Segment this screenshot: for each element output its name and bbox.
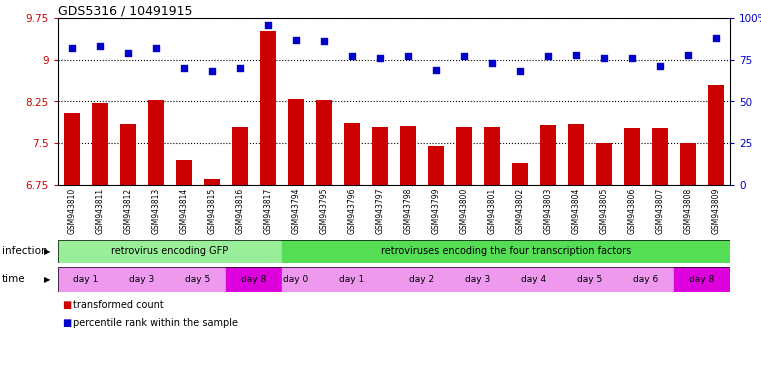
Bar [400,126,416,185]
Bar [231,127,248,185]
Bar [170,267,226,292]
Bar [371,127,388,185]
Bar [58,267,114,292]
Point [542,53,554,60]
Text: ▶: ▶ [44,275,50,284]
Point [234,65,246,71]
Point [206,68,218,74]
Point [122,50,134,56]
Bar [176,160,193,185]
Bar [344,122,361,185]
Point [94,43,106,50]
Bar [456,127,473,185]
Bar [226,267,282,292]
Point [710,35,722,41]
Text: day 2: day 2 [409,275,435,284]
Bar [674,267,730,292]
Text: infection: infection [2,247,48,257]
Bar [114,267,170,292]
Bar [540,125,556,185]
Bar [708,85,724,185]
Point [262,22,274,28]
Point [430,67,442,73]
Text: retrovirus encoding GFP: retrovirus encoding GFP [111,247,228,257]
Bar [282,240,730,263]
Point [570,52,582,58]
Text: day 8: day 8 [241,275,266,284]
Bar [260,31,276,185]
Point [150,45,162,51]
Point [318,38,330,45]
Bar [618,267,674,292]
Bar [562,267,618,292]
Bar [91,103,108,185]
Bar [428,146,444,185]
Text: day 4: day 4 [521,275,546,284]
Bar [316,100,333,185]
Text: transformed count: transformed count [73,300,164,310]
Point [514,68,526,74]
Text: ■: ■ [62,318,72,328]
Bar [288,99,304,185]
Point [654,63,666,70]
Text: day 1: day 1 [73,275,99,284]
Text: day 8: day 8 [689,275,715,284]
Point [486,60,498,66]
Bar [450,267,506,292]
Point [458,53,470,60]
Bar [511,163,528,185]
Text: day 1: day 1 [339,275,365,284]
Text: day 3: day 3 [466,275,491,284]
Text: GDS5316 / 10491915: GDS5316 / 10491915 [58,4,193,17]
Bar [148,100,164,185]
Text: time: time [2,275,26,285]
Text: day 0: day 0 [283,275,309,284]
Bar [119,124,136,185]
Point [290,36,302,43]
Bar [204,179,221,185]
Bar [596,143,613,185]
Text: day 5: day 5 [578,275,603,284]
Bar [64,113,81,185]
Bar [58,240,282,263]
Bar [506,267,562,292]
Bar [310,267,394,292]
Point [626,55,638,61]
Point [346,53,358,60]
Text: percentile rank within the sample: percentile rank within the sample [73,318,238,328]
Bar [680,143,696,185]
Bar [394,267,450,292]
Point [682,52,694,58]
Text: day 5: day 5 [186,275,211,284]
Point [178,65,190,71]
Text: day 6: day 6 [633,275,658,284]
Text: ▶: ▶ [44,247,50,256]
Point [374,55,386,61]
Text: ■: ■ [62,300,72,310]
Bar [651,127,668,185]
Point [66,45,78,51]
Text: retroviruses encoding the four transcription factors: retroviruses encoding the four transcrip… [380,247,631,257]
Bar [282,267,310,292]
Bar [483,127,501,185]
Bar [568,124,584,185]
Text: day 3: day 3 [129,275,154,284]
Bar [623,127,641,185]
Point [402,53,414,60]
Point [598,55,610,61]
